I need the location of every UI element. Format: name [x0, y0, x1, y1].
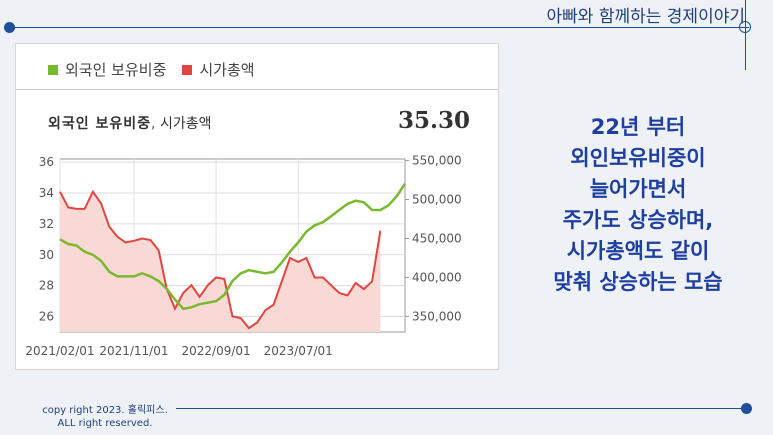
caption-line-2: 외인보유비중이: [570, 146, 706, 170]
caption-line-5: 시가총액도 같이: [566, 239, 710, 263]
copyright-line-2: ALL right reserved.: [57, 418, 153, 429]
y-left-tick-label: 28: [39, 279, 54, 293]
series-line-foreign-ratio: [59, 183, 407, 311]
chart-title-separator: ,: [151, 116, 156, 132]
card-divider: [16, 89, 498, 90]
legend-swatch-foreign-ratio: [48, 64, 58, 75]
x-tick-label: 2021/02/01: [25, 344, 94, 358]
x-tick-label: 2022/09/01: [181, 344, 250, 358]
legend-item-foreign-ratio: 외국인 보유비중: [48, 59, 166, 80]
y-left-tick-label: 36: [39, 155, 54, 169]
y-left-tick-label: 30: [39, 248, 54, 262]
y-right-tick-label: 350,000: [412, 309, 462, 323]
copyright-line-1: copy right 2023. 홀릭피스.: [42, 405, 168, 416]
top-right-vertical-line: [745, 0, 746, 70]
bottom-divider-line: [176, 408, 747, 409]
top-left-dot: [4, 22, 15, 33]
legend-item-market-cap: 시가총액: [182, 59, 255, 80]
current-value: 35.30: [397, 107, 470, 134]
y-left-tick-label: 32: [39, 217, 54, 231]
caption-line-3: 늘어가면서: [589, 177, 687, 201]
top-right-ring: [739, 21, 751, 33]
chart-title-main: 외국인 보유비중: [48, 116, 152, 132]
series-line-market-cap: [59, 189, 382, 330]
copyright: copy right 2023. 홀릭피스. ALL right reserve…: [30, 404, 180, 430]
caption-line-6: 맞춰 상승하는 모습: [553, 270, 723, 294]
market-cap-area: [60, 191, 381, 332]
x-tick-label: 2023/07/01: [264, 344, 333, 358]
line-chart: 26 28 30 32 34 36 350,000 400,000 450,000 500,000…: [25, 154, 462, 358]
caption-text: 22년 부터 외인보유비중이 늘어가면서 주가도 상승하며, 시가총액도 같이 …: [508, 112, 768, 298]
top-divider-line: [10, 27, 749, 28]
legend-swatch-market-cap: [182, 64, 193, 75]
legend-label-foreign-ratio: 외국인 보유비중: [65, 61, 167, 79]
chart-card: 외국인 보유비중 시가총액 외국인 보유비중, 시가총액 35.30 26 28 3…: [15, 43, 499, 370]
y-right-tick-label: 400,000: [412, 270, 462, 284]
chart-title-secondary: 시가총액: [159, 116, 212, 132]
x-tick-label: 2021/11/01: [99, 344, 168, 358]
y-left-tick-label: 26: [39, 310, 54, 324]
bottom-right-dot: [741, 403, 752, 414]
legend-label-market-cap: 시가총액: [199, 61, 255, 79]
chart-title: 외국인 보유비중, 시가총액: [48, 113, 211, 133]
channel-title: 아빠와 함께하는 경제이야기: [546, 7, 746, 27]
y-left-tick-label: 34: [39, 186, 54, 200]
caption-line-1: 22년 부터: [590, 115, 686, 139]
y-right-tick-label: 500,000: [412, 193, 462, 207]
caption-line-4: 주가도 상승하며,: [562, 208, 714, 232]
chart-legend: 외국인 보유비중 시가총액: [48, 59, 271, 80]
y-right-tick-label: 550,000: [412, 154, 462, 168]
y-right-tick-label: 450,000: [412, 231, 462, 245]
